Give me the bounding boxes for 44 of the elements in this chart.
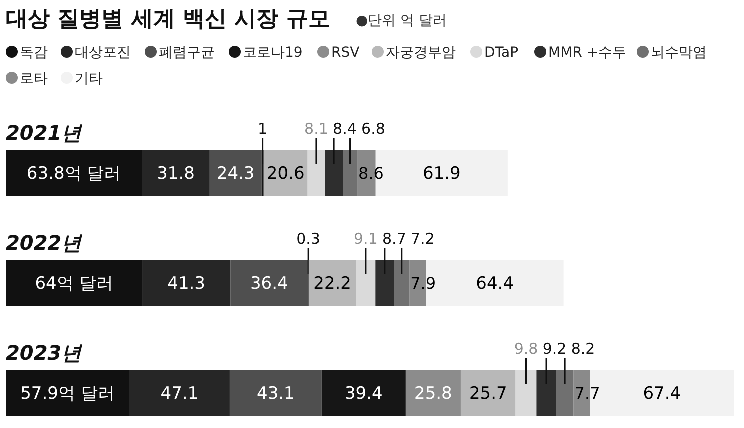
data-label: 24.3 (216, 164, 255, 184)
legend-label: 폐렴구균 (159, 45, 215, 61)
data-label: 6.8 (362, 120, 386, 138)
chart-subtitle: ●단위 억 달러 (356, 13, 448, 29)
data-label: 20.6 (266, 164, 305, 184)
data-label: 64.4 (476, 274, 514, 294)
data-label: 36.4 (250, 274, 288, 294)
data-label: 47.1 (160, 384, 199, 404)
data-label: 9.2 (542, 340, 567, 358)
data-label: 1 (258, 120, 268, 138)
legend-label: 로타 (20, 71, 48, 87)
data-label: 64억 달러 (35, 274, 114, 294)
legend-label: RSV (332, 45, 360, 61)
data-label: 9.8 (514, 340, 538, 358)
data-label: 63.8억 달러 (26, 164, 122, 184)
data-label: 25.7 (469, 384, 508, 404)
y-tick-label: 2022년 (6, 231, 84, 255)
data-label: 25.8 (414, 384, 452, 404)
legend-label: 뇌수막염 (651, 45, 707, 61)
legend-label: 코로나19 (243, 45, 303, 61)
y-tick-label: 2021년 (6, 121, 84, 145)
data-label: 31.8 (157, 164, 195, 184)
legend-label: MMR +수두 (548, 45, 627, 61)
legend-label: DTaP (484, 45, 519, 61)
data-label: 8.2 (571, 340, 596, 358)
data-label: 8.7 (382, 230, 406, 248)
data-label: 7.2 (411, 230, 435, 248)
chart-title: 대상 질병별 세계 백신 시장 규모 (6, 7, 330, 32)
data-label: 67.4 (643, 384, 682, 404)
data-label: 0.3 (296, 230, 320, 248)
data-label: 41.3 (168, 274, 206, 294)
legend-label: 기타 (75, 71, 103, 87)
data-label: 22.2 (314, 274, 352, 294)
data-label: 39.4 (344, 384, 383, 404)
data-label: 8.1 (304, 120, 328, 138)
legend-label: 대상포진 (75, 45, 131, 61)
y-tick-label: 2023년 (6, 341, 84, 365)
data-label: 8.4 (333, 120, 357, 138)
data-label: 43.1 (257, 384, 295, 404)
legend-label: 독감 (20, 45, 48, 61)
data-label: 57.9억 달러 (20, 384, 115, 404)
data-label: 9.1 (354, 230, 378, 248)
data-label: 61.9 (422, 164, 461, 184)
legend-label: 자궁경부암 (386, 45, 456, 61)
